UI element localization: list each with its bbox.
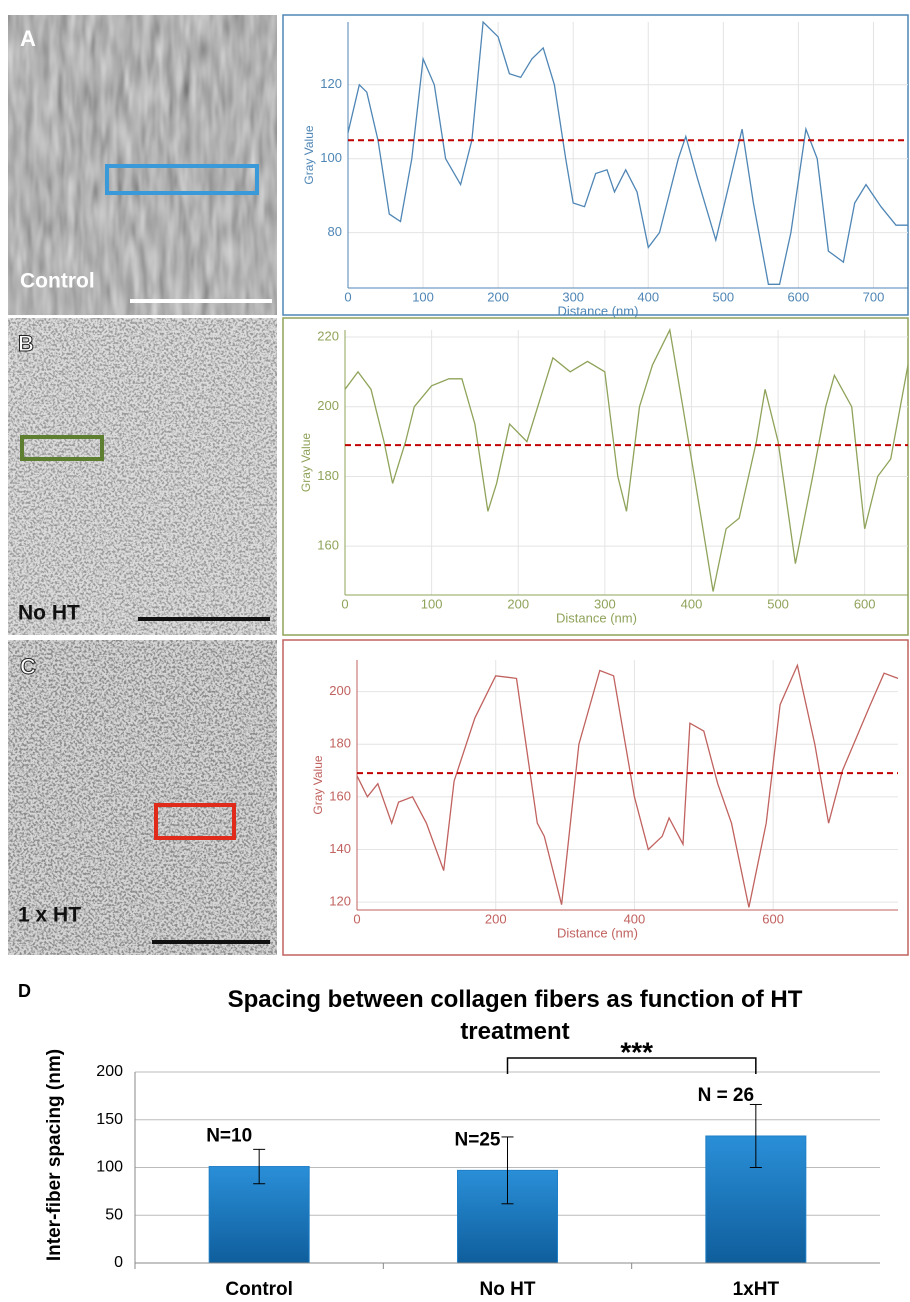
x-axis-label: Distance (nm): [556, 610, 637, 625]
x-tick-label: Control: [225, 1279, 293, 1300]
image-b: [8, 318, 277, 635]
profile-line: [344, 327, 909, 592]
y-tick-label: 200: [96, 1063, 123, 1080]
x-tick-label: 400: [624, 911, 646, 926]
error-bar: [501, 1136, 514, 1205]
profile-line: [347, 20, 908, 285]
x-tick-label: 100: [421, 596, 443, 611]
x-axis-label: Distance (nm): [557, 925, 638, 940]
x-tick-label: 1xHT: [733, 1279, 780, 1300]
panel-label: C: [20, 654, 36, 679]
y-tick-label: 100: [320, 150, 342, 165]
error-bar: [749, 1103, 762, 1168]
image-label: 1 x HT: [18, 904, 81, 927]
y-tick-label: 0: [114, 1254, 123, 1271]
x-tick-label: 300: [594, 596, 616, 611]
x-tick-label: 600: [854, 596, 876, 611]
y-axis-label: Gray Value: [311, 755, 325, 814]
y-tick-label: 150: [96, 1111, 123, 1128]
x-axis-label: Distance (nm): [558, 303, 639, 318]
n-label: N=25: [455, 1129, 501, 1150]
panel-label: A: [20, 26, 36, 51]
x-tick-label: 400: [637, 289, 659, 304]
y-tick-label: 200: [317, 398, 339, 413]
significance-bracket: [506, 1057, 757, 1074]
y-tick-label: 220: [317, 328, 339, 343]
chart-title: Spacing between collagen fibers as funct…: [227, 986, 803, 1045]
y-tick-label: 180: [317, 468, 339, 483]
y-tick-label: 120: [329, 894, 351, 909]
panel-label: B: [18, 331, 34, 356]
x-tick-label: 400: [681, 596, 703, 611]
panel-label: D: [18, 981, 31, 1001]
error-bar: [253, 1148, 266, 1185]
y-tick-label: 120: [320, 76, 342, 91]
n-label: N = 26: [698, 1085, 755, 1106]
y-tick-label: 80: [328, 224, 342, 239]
x-tick-label: No HT: [480, 1279, 536, 1300]
significance-label: ***: [620, 1036, 653, 1067]
profile-line: [356, 663, 899, 908]
y-tick-label: 180: [329, 736, 351, 751]
y-tick-label: 160: [317, 538, 339, 553]
image-c: [8, 640, 277, 955]
image-a: [8, 15, 277, 315]
y-tick-label: 100: [96, 1159, 123, 1176]
x-tick-label: 500: [712, 289, 734, 304]
n-label: N=10: [206, 1126, 252, 1147]
image-label: No HT: [18, 602, 80, 625]
x-tick-label: 500: [767, 596, 789, 611]
x-tick-label: 200: [485, 911, 507, 926]
x-tick-label: 200: [487, 289, 509, 304]
y-axis-label: Gray Value: [302, 125, 316, 184]
chart-title-box: Spacing between collagen fibers as funct…: [227, 986, 803, 1045]
y-axis-label: Gray Value: [299, 433, 313, 492]
image-label: Control: [20, 270, 95, 293]
x-tick-label: 600: [762, 911, 784, 926]
x-tick-label: 0: [344, 289, 351, 304]
y-tick-label: 140: [329, 841, 351, 856]
x-tick-label: 600: [788, 289, 810, 304]
x-tick-label: 0: [353, 911, 360, 926]
x-tick-label: 300: [562, 289, 584, 304]
y-tick-label: 200: [329, 683, 351, 698]
y-tick-label: 160: [329, 788, 351, 803]
panel-frame: [282, 14, 909, 316]
x-tick-label: 100: [412, 289, 434, 304]
x-tick-label: 700: [863, 289, 885, 304]
x-tick-label: 0: [341, 596, 348, 611]
y-axis-label: Inter-fiber spacing (nm): [44, 1049, 65, 1261]
x-tick-label: 200: [507, 596, 529, 611]
y-tick-label: 50: [105, 1206, 123, 1223]
